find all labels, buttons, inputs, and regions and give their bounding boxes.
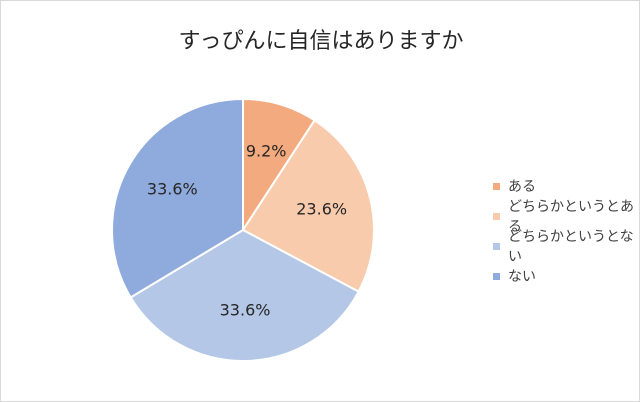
legend-label: ある: [508, 179, 536, 195]
pie-slice-dochiraka-aru: [241, 118, 375, 294]
legend-label: どちらかというとない: [508, 229, 634, 265]
data-label-aru: 9.2%: [246, 142, 287, 161]
data-label-nai: 33.6%: [147, 179, 198, 198]
data-label-dochiraka-nai: 33.6%: [220, 301, 271, 320]
legend-label: どちらかというとある: [508, 199, 634, 235]
legend-swatch: [493, 182, 500, 190]
legend-label: ない: [508, 269, 536, 285]
pie-slice-dochiraka-nai: [129, 228, 360, 362]
legend: あるどちらかというとある どちらかというとないない: [493, 171, 639, 291]
legend-swatch: [493, 242, 500, 250]
legend-item-nai: ない: [493, 261, 639, 291]
legend-item-aru: ある: [493, 171, 639, 201]
legend-item-dochiraka-aru: どちらかというとある: [493, 199, 639, 235]
pie-slice-nai: [111, 97, 244, 299]
chart-title: すっぴんに自信はありますか: [178, 29, 464, 54]
data-label-dochiraka-aru: 23.6%: [296, 199, 347, 218]
legend-item-dochiraka-nai: どちらかというとない: [493, 229, 639, 265]
legend-swatch: [493, 212, 500, 220]
legend-swatch: [493, 272, 500, 280]
